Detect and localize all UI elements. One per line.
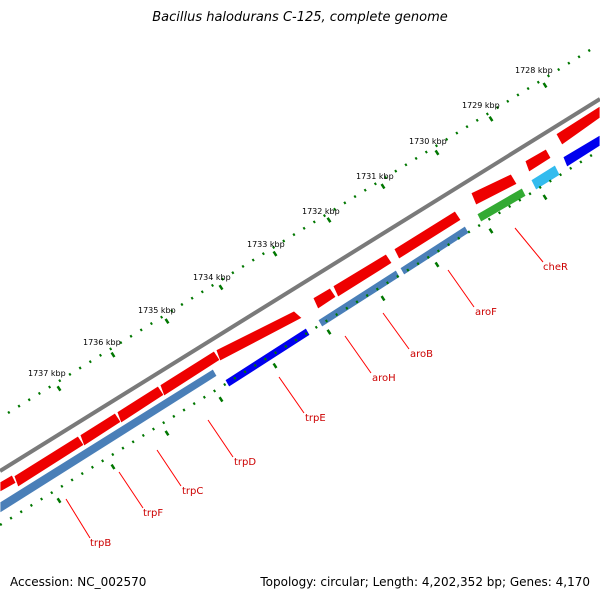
outer-ruler-minor-ticks (7, 43, 599, 415)
kbp-label: 1736 kbp (83, 338, 121, 347)
accession-text: Accession: NC_002570 (10, 575, 147, 589)
kbp-label: 1737 kbp (28, 369, 66, 378)
cds-feature (215, 310, 303, 362)
gene-label: cheR (543, 262, 568, 273)
cds-feature (312, 287, 337, 310)
kbp-label: 1734 kbp (193, 273, 231, 282)
kbp-label: 1730 kbp (409, 137, 447, 146)
inner-ruler-major-ticks (56, 194, 548, 504)
gene-label-connectors (65, 227, 544, 539)
gene-label: aroF (475, 307, 497, 318)
genome-backbone-line (0, 97, 600, 473)
gene-feature (0, 368, 218, 514)
gene-feature (530, 164, 561, 191)
gene-label: aroH (372, 373, 396, 384)
kbp-label: 1731 kbp (356, 172, 394, 181)
gene-feature (476, 187, 527, 223)
kbp-label: 1735 kbp (138, 306, 176, 315)
cds-feature (555, 105, 600, 146)
gene-feature (317, 269, 401, 328)
cds-track (0, 105, 600, 493)
kbp-labels: 1728 kbp 1729 kbp 1730 kbp 1731 kbp 1732… (28, 66, 553, 378)
gene-label: trpF (143, 508, 163, 519)
gene-label: trpC (182, 486, 203, 497)
kbp-label: 1733 kbp (247, 240, 285, 249)
kbp-label: 1729 kbp (462, 101, 500, 110)
gene-label: aroB (410, 349, 433, 360)
cds-feature (393, 210, 462, 260)
gene-labels: cheR aroF aroB aroH trpE trpD trpC trpF … (90, 262, 568, 549)
inner-ruler-minor-ticks (0, 148, 600, 527)
map-title: Bacillus halodurans C-125, complete geno… (152, 10, 448, 25)
topology-text: Topology: circular; Length: 4,202,352 bp… (260, 575, 590, 589)
gene-track (0, 134, 600, 514)
gene-label: trpB (90, 538, 111, 549)
cds-feature (470, 173, 518, 206)
kbp-label: 1732 kbp (302, 207, 340, 216)
kbp-label: 1728 kbp (515, 66, 553, 75)
outer-ruler-major-ticks (56, 82, 548, 392)
cds-feature (0, 474, 17, 493)
gene-feature (562, 134, 600, 168)
cds-feature (524, 148, 552, 173)
gene-label: trpE (305, 413, 326, 424)
gene-feature (224, 327, 311, 388)
gene-label: trpD (234, 457, 256, 468)
cds-feature (332, 253, 393, 298)
